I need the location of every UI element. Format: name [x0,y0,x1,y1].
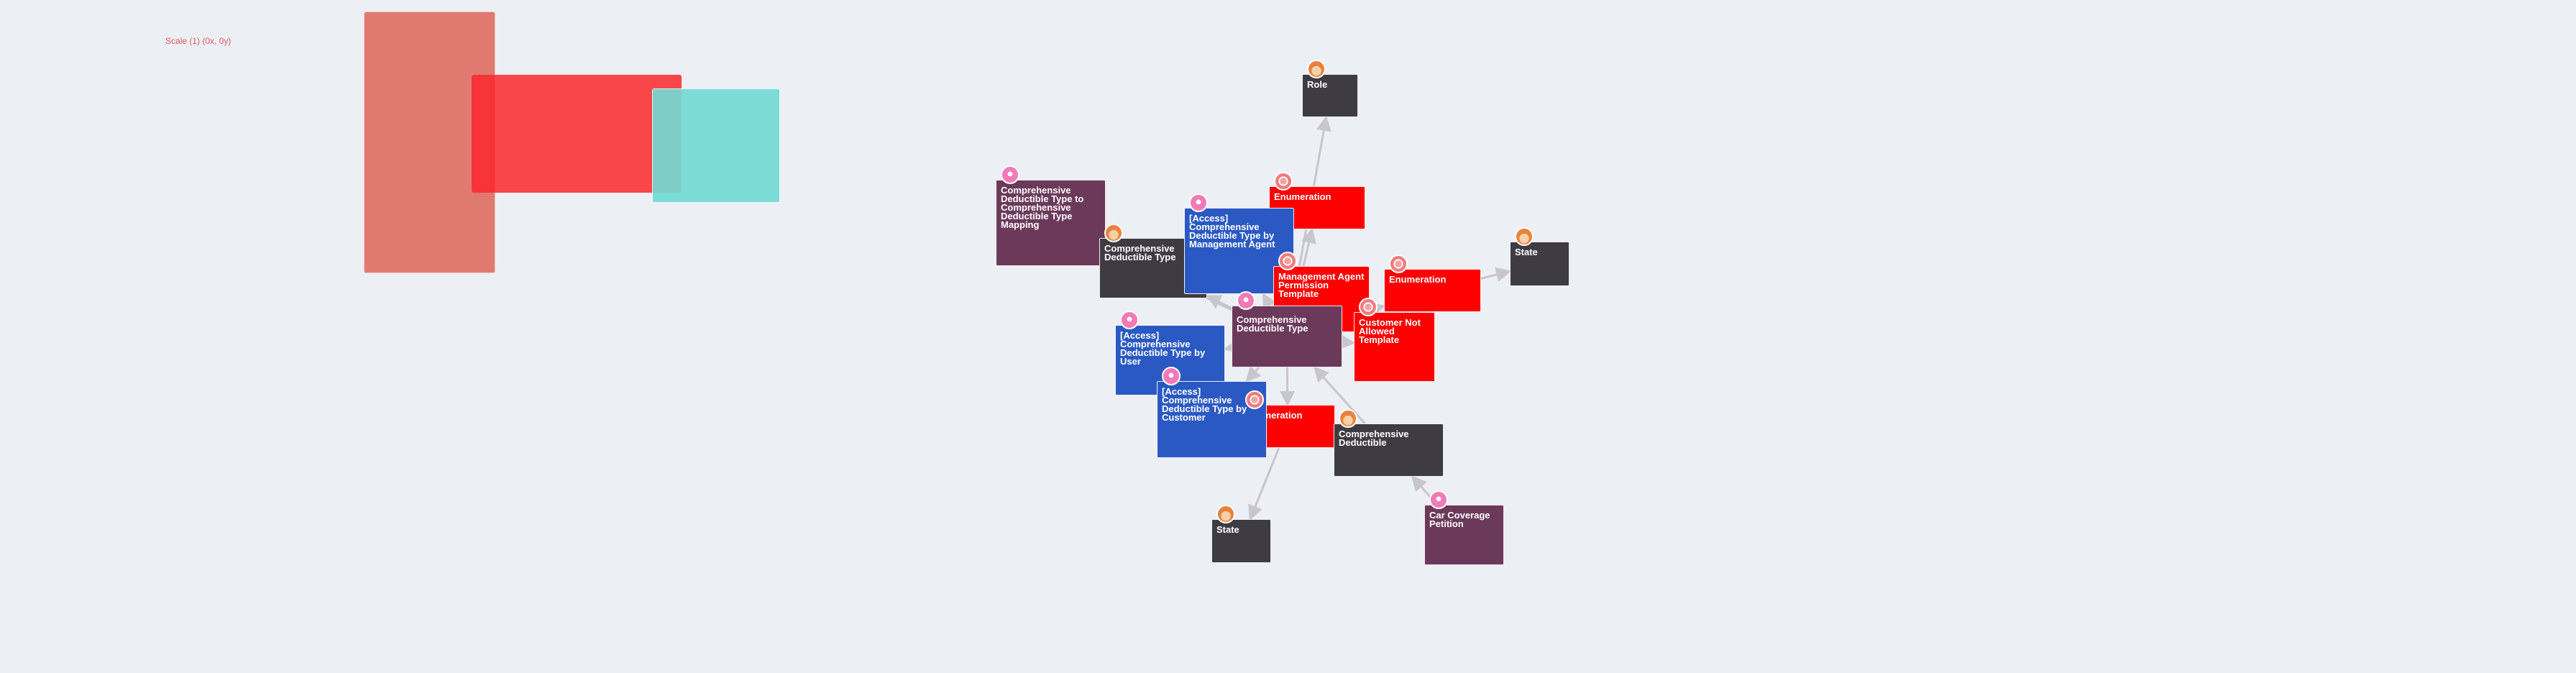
node-customer-not-allowed-template[interactable]: Customer Not Allowed Template [1354,312,1435,382]
edge-cdt_main-to-access_mgmt [1262,293,1277,310]
legend-rect-red [472,75,682,193]
edge-cdt_main-to-cnat [1339,334,1356,349]
node-label: Comprehensive Deductible [1339,429,1409,448]
edge-enum3-to-state2 [1248,447,1280,521]
node-label: Customer Not Allowed Template [1359,317,1421,345]
node-label: Enumeration [1274,191,1331,202]
node-label: Comprehensive Deductible Type to Compreh… [1001,185,1084,230]
node-label: Enumeration [1389,274,1447,285]
node-label: [Access] Comprehensive Deductible Type b… [1120,330,1206,367]
person-icon[interactable] [1515,227,1534,246]
legend-rect-teal [652,88,780,203]
edge-cdt_main-to-cdt_dark [1206,294,1232,310]
node-label: Car Coverage Petition [1429,510,1490,529]
node-label: Management Agent Permission Template [1278,271,1365,299]
node-comprehensive-deductible-type[interactable]: Comprehensive Deductible Type [1232,306,1342,367]
scale-label: Scale (1) (0x, 0y) [165,36,232,46]
node-state[interactable]: State [1211,519,1271,563]
node-comprehensive-deductible[interactable]: Comprehensive Deductible [1334,424,1444,477]
node-label: [Access] Comprehensive Deductible Type b… [1162,386,1247,423]
node-label: Comprehensive Deductible Type [1104,243,1176,262]
node-label: Role [1307,79,1328,90]
person-icon[interactable] [1307,60,1326,78]
node-enumeration[interactable]: Enumeration [1384,269,1481,312]
node-role[interactable]: Role [1302,74,1358,117]
edge-cdt_main-to-access_user [1223,339,1240,354]
pin-icon[interactable] [1120,311,1139,329]
stack-icon[interactable] [1278,252,1297,270]
stack-icon[interactable] [1274,172,1293,191]
pin-icon[interactable] [1189,193,1208,212]
person-icon[interactable] [1216,505,1235,523]
node-state[interactable]: State [1510,242,1569,286]
stack-icon[interactable] [1359,298,1378,316]
node-label: Comprehensive Deductible Type [1237,314,1308,334]
node-comprehensive-deductible-type-mapping[interactable]: Comprehensive Deductible Type to Compreh… [996,180,1106,266]
stack-icon[interactable] [1389,255,1408,273]
person-icon[interactable] [1104,224,1123,242]
edge-enum2-to-state1 [1480,267,1512,283]
pin-icon[interactable] [1162,367,1181,385]
edge-cdt_main-to-access_cust [1245,365,1262,383]
pin-icon[interactable] [1429,490,1448,509]
node-label: State [1216,524,1239,535]
pin-icon[interactable] [1001,165,1019,184]
person-icon[interactable] [1339,409,1357,428]
stack-icon[interactable] [1245,390,1264,409]
node-label: State [1515,247,1538,257]
node-label: [Access] Comprehensive Deductible Type b… [1189,213,1275,249]
pin-icon[interactable] [1237,291,1255,310]
node-car-coverage-petition[interactable]: Car Coverage Petition [1424,505,1504,565]
